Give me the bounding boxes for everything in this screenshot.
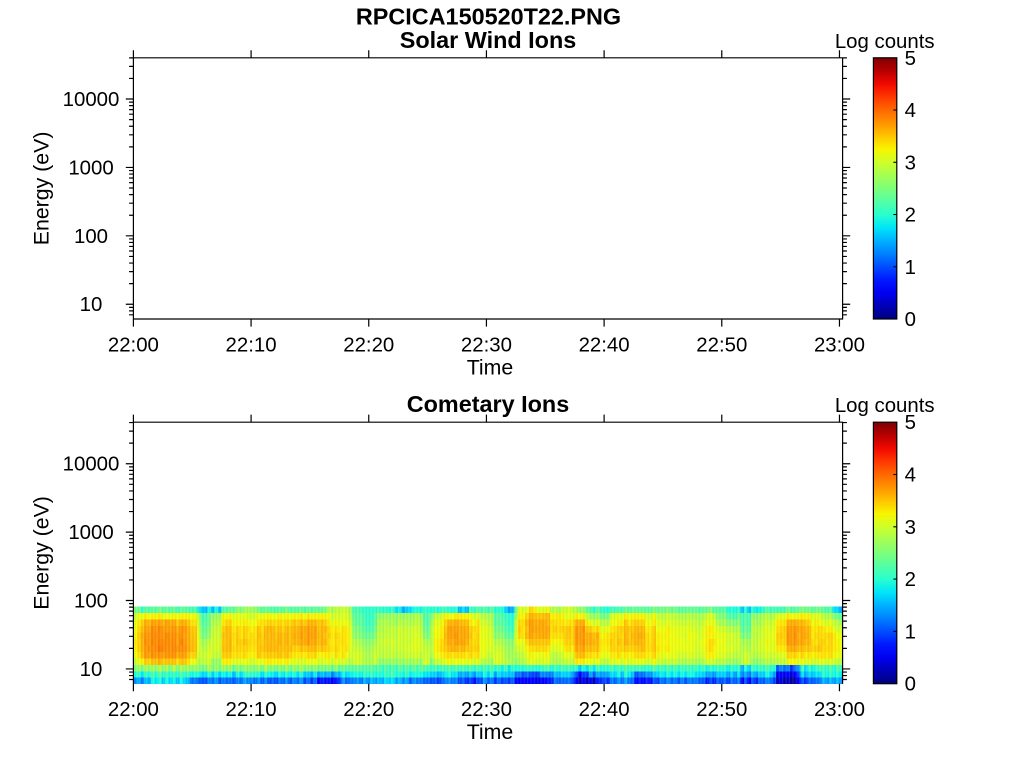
svg-text:1: 1 xyxy=(905,621,916,643)
svg-text:1000: 1000 xyxy=(68,157,113,179)
svg-text:3: 3 xyxy=(905,152,916,174)
svg-text:22:30: 22:30 xyxy=(461,699,512,721)
svg-text:5: 5 xyxy=(905,48,916,70)
svg-text:10: 10 xyxy=(80,294,103,316)
svg-text:22:50: 22:50 xyxy=(696,699,747,721)
svg-text:Cometary Ions: Cometary Ions xyxy=(407,391,569,417)
svg-text:22:00: 22:00 xyxy=(108,699,159,721)
svg-text:1: 1 xyxy=(905,257,916,279)
svg-text:10000: 10000 xyxy=(63,89,120,111)
svg-text:1000: 1000 xyxy=(68,522,113,544)
svg-text:22:50: 22:50 xyxy=(696,334,747,356)
svg-text:5: 5 xyxy=(905,412,916,434)
svg-text:22:40: 22:40 xyxy=(579,699,630,721)
svg-text:22:20: 22:20 xyxy=(343,699,394,721)
svg-text:Log counts: Log counts xyxy=(835,395,935,417)
svg-text:Energy (eV): Energy (eV) xyxy=(30,496,54,610)
svg-text:2: 2 xyxy=(905,569,916,591)
svg-text:Energy (eV): Energy (eV) xyxy=(30,132,54,246)
svg-text:3: 3 xyxy=(905,517,916,539)
svg-text:23:00: 23:00 xyxy=(814,699,865,721)
svg-text:4: 4 xyxy=(905,100,916,122)
svg-text:22:10: 22:10 xyxy=(226,334,277,356)
svg-text:10: 10 xyxy=(80,659,103,681)
svg-text:22:40: 22:40 xyxy=(579,334,630,356)
svg-text:10000: 10000 xyxy=(63,454,120,476)
svg-text:0: 0 xyxy=(905,309,916,331)
svg-text:Log counts: Log counts xyxy=(835,31,935,53)
svg-text:2: 2 xyxy=(905,205,916,227)
svg-text:22:30: 22:30 xyxy=(461,334,512,356)
svg-text:Time: Time xyxy=(467,720,514,744)
svg-text:Time: Time xyxy=(467,356,514,380)
svg-text:23:00: 23:00 xyxy=(814,334,865,356)
svg-text:RPCICA150520T22.PNG: RPCICA150520T22.PNG xyxy=(356,4,621,30)
svg-text:100: 100 xyxy=(74,591,108,613)
svg-text:Solar Wind Ions: Solar Wind Ions xyxy=(400,27,577,53)
svg-text:100: 100 xyxy=(74,226,108,248)
svg-text:0: 0 xyxy=(905,674,916,696)
svg-text:22:00: 22:00 xyxy=(108,334,159,356)
svg-text:4: 4 xyxy=(905,465,916,487)
svg-text:22:10: 22:10 xyxy=(226,699,277,721)
svg-text:22:20: 22:20 xyxy=(343,334,394,356)
